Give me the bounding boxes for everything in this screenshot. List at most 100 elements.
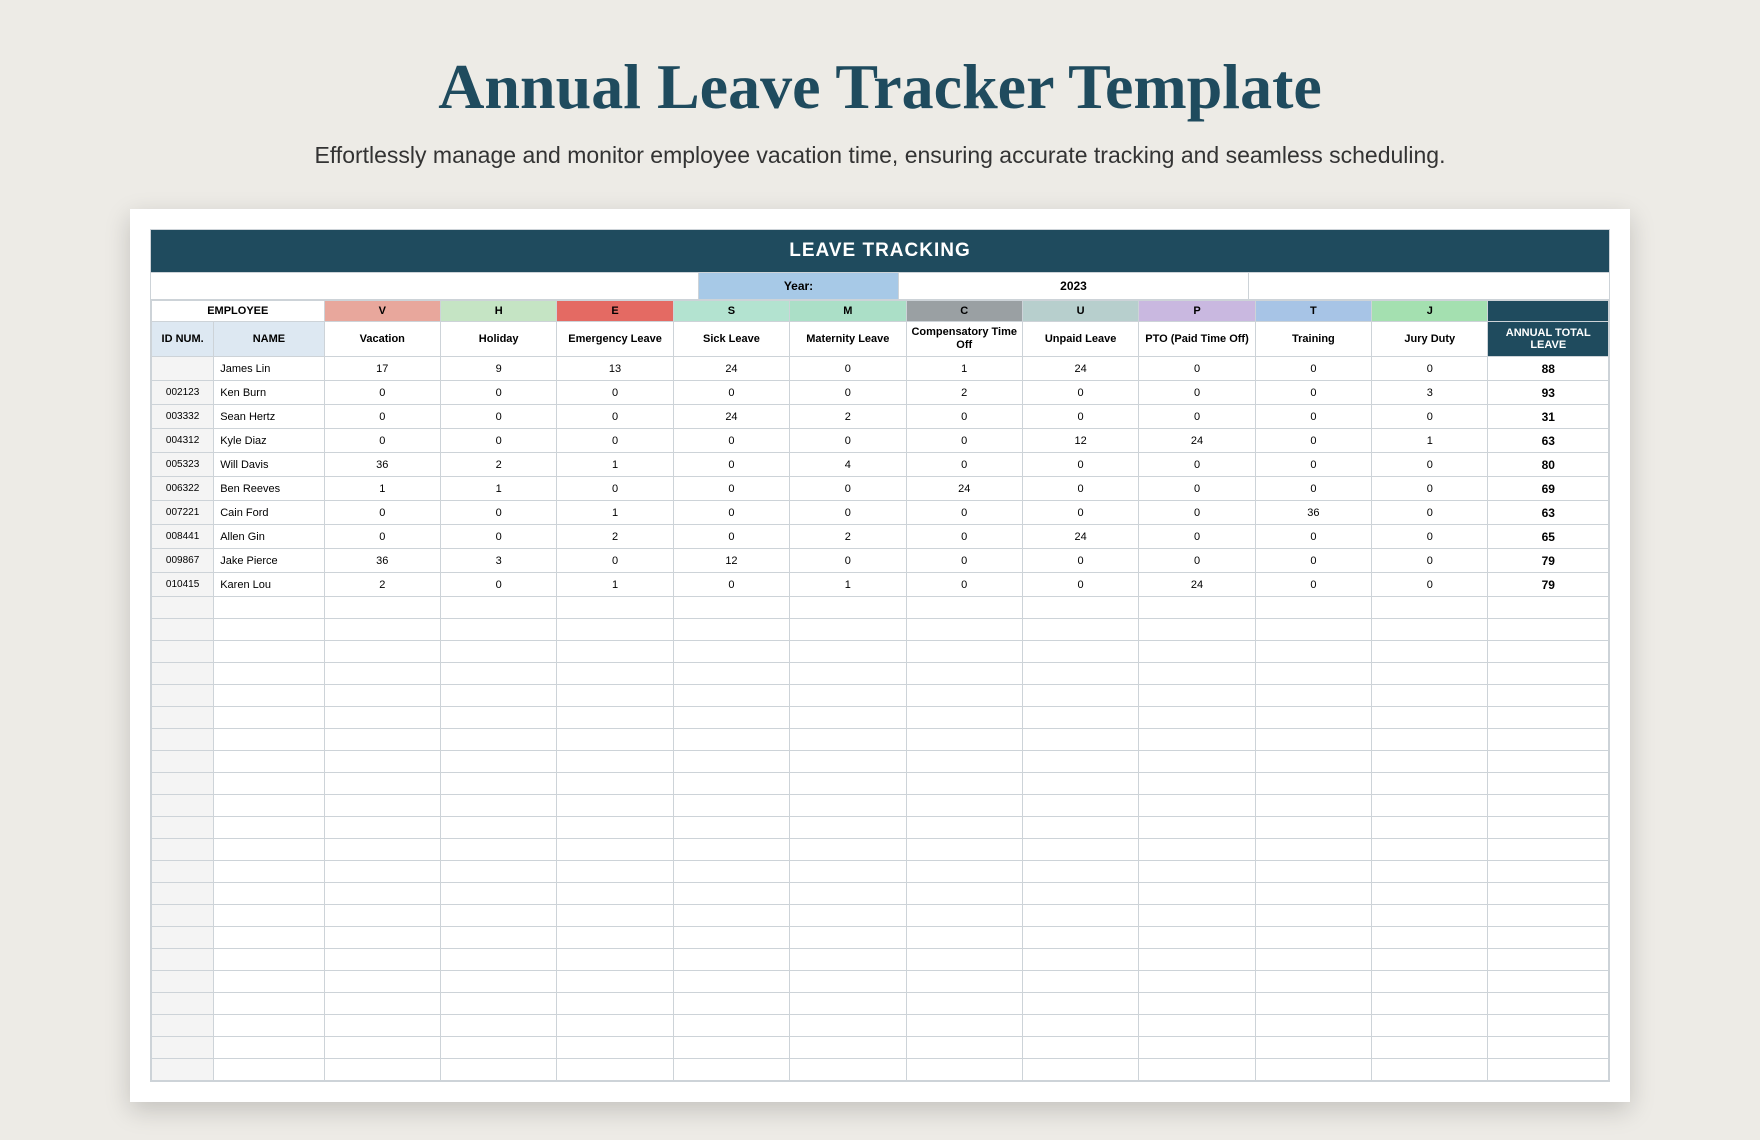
empty-cell[interactable] [790, 1059, 906, 1081]
empty-cell[interactable] [790, 619, 906, 641]
empty-cell[interactable] [1139, 619, 1255, 641]
empty-cell[interactable] [1372, 971, 1488, 993]
empty-cell[interactable] [1372, 795, 1488, 817]
empty-cell[interactable] [152, 883, 214, 905]
leave-value[interactable]: 0 [1372, 525, 1488, 549]
empty-cell[interactable] [1372, 905, 1488, 927]
empty-cell[interactable] [324, 861, 440, 883]
empty-cell[interactable] [324, 883, 440, 905]
empty-cell[interactable] [790, 1015, 906, 1037]
leave-value[interactable]: 36 [324, 453, 440, 477]
empty-cell[interactable] [1022, 817, 1138, 839]
empty-cell[interactable] [906, 685, 1022, 707]
empty-cell[interactable] [152, 729, 214, 751]
employee-id[interactable]: 002123 [152, 381, 214, 405]
empty-cell[interactable] [1255, 641, 1371, 663]
empty-cell[interactable] [1022, 927, 1138, 949]
year-value[interactable]: 2023 [899, 273, 1249, 299]
empty-cell[interactable] [790, 949, 906, 971]
empty-cell[interactable] [1255, 817, 1371, 839]
empty-cell[interactable] [1022, 949, 1138, 971]
empty-cell[interactable] [152, 751, 214, 773]
empty-cell[interactable] [214, 839, 324, 861]
employee-id[interactable]: 008441 [152, 525, 214, 549]
empty-cell[interactable] [440, 1037, 556, 1059]
leave-value[interactable]: 24 [673, 405, 789, 429]
empty-cell[interactable] [1022, 751, 1138, 773]
empty-cell[interactable] [324, 905, 440, 927]
employee-name[interactable]: Allen Gin [214, 525, 324, 549]
leave-value[interactable]: 0 [790, 477, 906, 501]
leave-value[interactable]: 0 [1022, 477, 1138, 501]
empty-cell[interactable] [152, 795, 214, 817]
employee-id[interactable]: 007221 [152, 501, 214, 525]
leave-value[interactable]: 36 [324, 549, 440, 573]
empty-cell[interactable] [1255, 729, 1371, 751]
empty-cell[interactable] [790, 707, 906, 729]
empty-cell[interactable] [324, 663, 440, 685]
empty-cell[interactable] [1255, 971, 1371, 993]
empty-cell[interactable] [324, 927, 440, 949]
empty-cell[interactable] [1255, 685, 1371, 707]
empty-cell[interactable] [1372, 927, 1488, 949]
empty-cell[interactable] [440, 883, 556, 905]
empty-cell[interactable] [673, 817, 789, 839]
leave-value[interactable]: 0 [324, 381, 440, 405]
empty-cell[interactable] [152, 597, 214, 619]
employee-name[interactable]: Cain Ford [214, 501, 324, 525]
leave-value[interactable]: 9 [440, 357, 556, 381]
leave-value[interactable]: 0 [1372, 357, 1488, 381]
empty-cell[interactable] [152, 927, 214, 949]
empty-cell[interactable] [440, 1015, 556, 1037]
leave-value[interactable]: 0 [673, 429, 789, 453]
empty-cell[interactable] [673, 993, 789, 1015]
empty-cell[interactable] [790, 839, 906, 861]
leave-value[interactable]: 1 [557, 453, 673, 477]
empty-cell[interactable] [673, 1037, 789, 1059]
empty-cell[interactable] [1372, 729, 1488, 751]
leave-value[interactable]: 0 [790, 429, 906, 453]
empty-cell[interactable] [1255, 949, 1371, 971]
empty-cell[interactable] [440, 641, 556, 663]
empty-cell[interactable] [1139, 1059, 1255, 1081]
empty-cell[interactable] [152, 993, 214, 1015]
empty-cell[interactable] [324, 1059, 440, 1081]
empty-cell[interactable] [906, 1037, 1022, 1059]
empty-cell[interactable] [906, 707, 1022, 729]
leave-value[interactable]: 0 [1139, 477, 1255, 501]
leave-value[interactable]: 0 [906, 429, 1022, 453]
leave-value[interactable]: 0 [440, 405, 556, 429]
leave-value[interactable]: 0 [673, 477, 789, 501]
empty-cell[interactable] [906, 949, 1022, 971]
empty-cell[interactable] [152, 861, 214, 883]
empty-cell[interactable] [324, 641, 440, 663]
empty-cell[interactable] [557, 795, 673, 817]
leave-value[interactable]: 3 [1372, 381, 1488, 405]
empty-cell[interactable] [1022, 795, 1138, 817]
leave-value[interactable]: 0 [1255, 405, 1371, 429]
empty-cell[interactable] [440, 839, 556, 861]
empty-cell[interactable] [152, 905, 214, 927]
empty-cell[interactable] [557, 663, 673, 685]
empty-cell[interactable] [1255, 861, 1371, 883]
empty-cell[interactable] [906, 817, 1022, 839]
empty-cell[interactable] [906, 971, 1022, 993]
empty-cell[interactable] [557, 1015, 673, 1037]
empty-cell[interactable] [440, 663, 556, 685]
leave-value[interactable]: 0 [440, 573, 556, 597]
empty-cell[interactable] [557, 707, 673, 729]
empty-cell[interactable] [557, 905, 673, 927]
empty-cell[interactable] [1139, 883, 1255, 905]
empty-cell[interactable] [906, 1059, 1022, 1081]
empty-cell[interactable] [1139, 641, 1255, 663]
empty-cell[interactable] [1022, 773, 1138, 795]
empty-cell[interactable] [214, 619, 324, 641]
leave-value[interactable]: 24 [1022, 525, 1138, 549]
empty-cell[interactable] [1139, 861, 1255, 883]
empty-cell[interactable] [324, 751, 440, 773]
leave-value[interactable]: 24 [1022, 357, 1138, 381]
leave-value[interactable]: 0 [557, 405, 673, 429]
empty-cell[interactable] [1139, 685, 1255, 707]
empty-cell[interactable] [1022, 1015, 1138, 1037]
empty-cell[interactable] [790, 905, 906, 927]
